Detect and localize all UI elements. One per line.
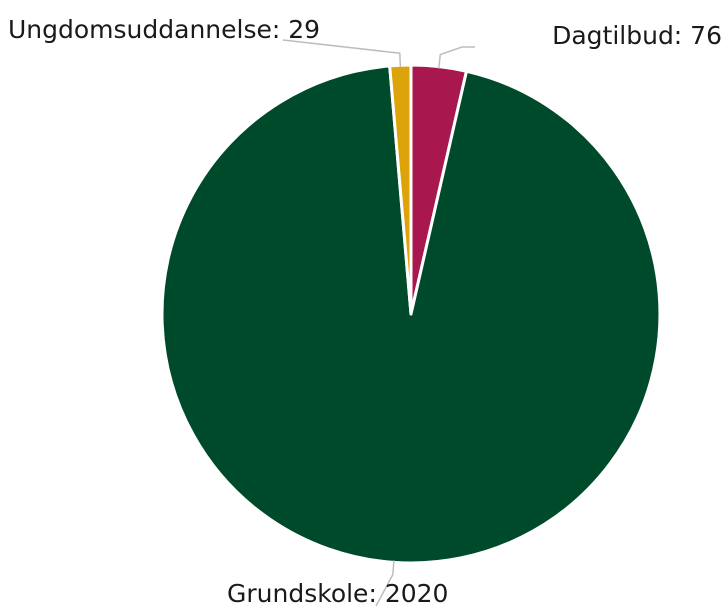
leader-line-dagtilbud bbox=[437, 46, 475, 69]
leader-line-ungdomsuddannelse bbox=[282, 39, 402, 68]
slice-labels: Dagtilbud: 76 Grundskole: 2020 Ungdomsud… bbox=[8, 15, 722, 608]
label-grundskole: Grundskole: 2020 bbox=[227, 579, 448, 608]
label-ungdomsuddannelse: Ungdomsuddannelse: 29 bbox=[8, 15, 320, 44]
pie-slices bbox=[160, 63, 662, 565]
leader-line-grundskole bbox=[375, 560, 395, 607]
label-dagtilbud: Dagtilbud: 76 bbox=[552, 21, 722, 50]
leader-lines bbox=[282, 39, 475, 607]
